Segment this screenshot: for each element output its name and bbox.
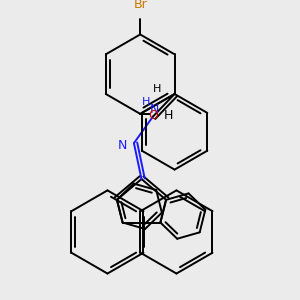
Text: H: H: [164, 109, 173, 122]
Text: N: N: [118, 139, 127, 152]
Text: O: O: [148, 109, 158, 122]
Text: H: H: [142, 97, 150, 106]
Text: N: N: [150, 103, 159, 116]
Text: H: H: [153, 84, 162, 94]
Text: Br: Br: [133, 0, 147, 11]
